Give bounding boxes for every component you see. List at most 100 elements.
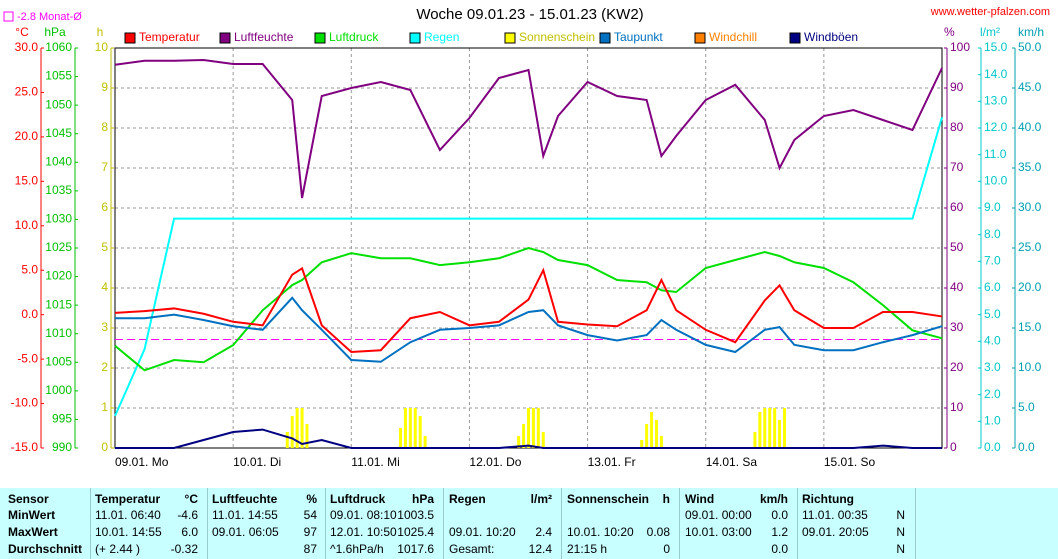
y-tick-label: 7 [101,160,108,174]
sunshine-bar [541,432,545,448]
y-tick-label: 8.0 [984,227,1001,241]
series-line [114,266,943,354]
y-tick-label: 6.0 [984,280,1001,294]
column-rule [90,488,91,559]
table-cell: 1017.6 [397,542,434,556]
y-tick-label: 1025 [45,240,72,254]
reference-key [3,11,14,22]
y-tick-label: 30.0 [15,40,39,54]
legend-label: Taupunkt [614,30,663,44]
table-cell: Regen [449,492,486,506]
y-tick-label: 70 [950,160,964,174]
legend-swatch [409,32,421,44]
y-tick-label: -5.0 [17,351,38,365]
table-cell: -4.6 [177,508,198,522]
y-tick-label: 20.0 [15,129,39,143]
table-cell: Wind [685,492,715,506]
y-tick-label: 1.0 [984,414,1001,428]
legend-swatch [314,32,326,44]
x-tick-label: 12.01. Do [469,455,521,469]
y-tick-label: 7.0 [984,254,1001,268]
table-cell: 21:15 h [567,542,608,556]
x-tick-label: 09.01. Mo [115,455,169,469]
sunshine-bar [758,412,762,448]
sunshine-bar [659,436,663,448]
y-tick-label: 10.0 [1018,360,1042,374]
y-tick-label: 1005 [45,354,72,368]
sunshine-bar [778,420,782,448]
y-tick-label: 1045 [45,126,72,140]
sunshine-bar [418,416,422,448]
sunshine-bar [300,408,304,448]
y-tick-label: 12.0 [984,120,1008,134]
table-cell: 10.01. 14:55 [95,525,162,539]
chart: Woche 09.01.23 - 15.01.23 (KW2) www.wett… [3,6,1050,469]
y-tick-label: 35.0 [1018,160,1042,174]
y-tick-label: 50.0 [1018,40,1042,54]
sunshine-bar [290,416,294,448]
sunshine-bar [654,420,658,448]
table-cell: 87 [303,542,317,556]
table-cell: h [662,492,670,506]
legend-swatch [599,32,611,44]
table-cell: 1.2 [771,525,788,539]
y-tick-label: 15.0 [15,174,39,188]
y-tick-label: 1030 [45,212,72,226]
table-cell: % [306,492,317,506]
table-cell: Richtung [802,492,854,506]
y-tick-label: 20.0 [1018,280,1042,294]
table-cell: -0.32 [170,542,198,556]
y-tick-label: 1040 [45,154,72,168]
y-tick-label: 0.0 [21,307,38,321]
y-tick-label: 60 [950,200,964,214]
series-line [115,428,942,449]
y-tick-label: 0.0 [984,440,1001,454]
y-tick-label: 14.0 [984,67,1008,81]
table-cell: °C [184,492,198,506]
y-tick-label: 5.0 [984,307,1001,321]
x-tick-label: 13.01. Fr [588,455,636,469]
series-line [114,58,943,199]
series-line [114,246,943,372]
sunshine-bar [782,408,786,448]
legend-swatch [504,32,516,44]
sunshine-bar [403,408,407,448]
sunshine-bar [413,408,417,448]
series-line [115,296,943,363]
y-tick-label: 2 [101,360,108,374]
sunshine-bar [285,432,289,448]
column-rule [325,488,326,559]
y-tick-label: 6 [101,200,108,214]
table-cell: km/h [759,492,788,506]
y-tick-label: 1015 [45,297,72,311]
table-cell: Luftfeuchte [212,492,278,506]
chart-title: Woche 09.01.23 - 15.01.23 (KW2) [416,6,643,23]
x-tick-label: 11.01. Mi [351,455,399,469]
x-tick-label: 15.01. So [824,455,876,469]
y-tick-label: 15.0 [984,40,1008,54]
table-cell: 11.01. 06:40 [95,508,161,522]
y-tick-label: 90 [950,80,964,94]
y-tick-label: 13.0 [984,94,1008,108]
y-tick-label: 0.0 [1018,440,1035,454]
y-tick-label: 9.0 [984,200,1001,214]
table-cell: Sonnenschein [567,492,650,506]
y-tick-label: 1000 [45,383,72,397]
sunshine-bar [423,436,427,448]
y-tick-label: -15.0 [11,440,39,454]
sunshine-bar [295,408,299,448]
table-cell: 0 [663,542,670,556]
y-tick-label: 50 [950,240,964,254]
table-cell: 11.01. 14:55 [212,508,278,522]
y-tick-label: 3.0 [984,360,1001,374]
table-cell: Durchschnitt [8,542,83,556]
table-cell: Sensor [8,492,49,506]
table-cell: 11.01. 00:35 [802,508,868,522]
legend-swatch [789,32,801,44]
sunshine-bar [763,408,767,448]
column-rule [679,488,680,559]
y-tick-label: 45.0 [1018,80,1042,94]
table-cell: 1003.5 [397,508,434,522]
column-rule [561,488,562,559]
legend-label: Luftdruck [329,30,379,44]
